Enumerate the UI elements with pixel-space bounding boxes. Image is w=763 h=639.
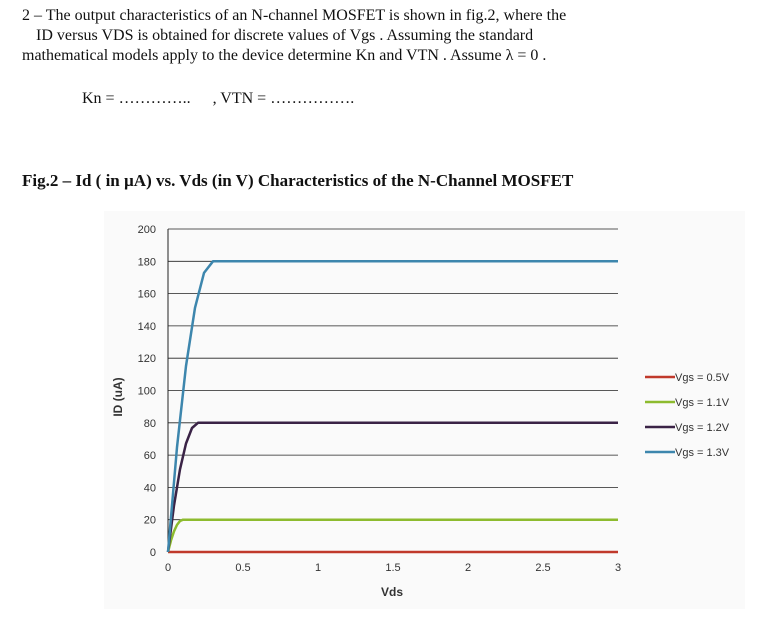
problem-line-2: ID versus VDS is obtained for discrete v… <box>36 27 534 44</box>
kn-blank: Kn = ………….. <box>82 90 191 107</box>
y-tick-labels: 0 20 40 60 80 100 120 140 160 180 200 <box>138 224 156 559</box>
series-lines <box>166 260 618 554</box>
chart-panel: 0 20 40 60 80 100 120 140 160 180 200 0 0.5 1 1.5 2 2.5… <box>104 211 745 609</box>
legend-label: Vgs = 1.1V <box>675 397 730 409</box>
problem-line-1: 2 – The output characteristics of an N-c… <box>22 7 567 24</box>
legend: Vgs = 0.5V Vgs = 1.1V Vgs = 1.2V Vgs = 1.3V <box>645 372 730 459</box>
x-tick-label: 2 <box>465 562 471 574</box>
y-axis-label: ID (uA) <box>111 377 125 416</box>
x-tick-label: 0 <box>165 562 171 574</box>
y-tick-label: 20 <box>144 515 156 527</box>
series-line-1 <box>166 518 618 553</box>
problem-line-3: mathematical models apply to the device … <box>22 47 547 64</box>
vtn-blank: , VTN = ……………. <box>212 90 355 107</box>
figure-title: Fig.2 – Id ( in µA) vs. Vds (in V) Chara… <box>22 171 574 190</box>
x-tick-label: 3 <box>615 562 621 574</box>
y-tick-label: 100 <box>138 386 156 398</box>
y-tick-label: 60 <box>144 450 156 462</box>
grid-lines <box>168 228 618 521</box>
y-tick-label: 80 <box>144 418 156 430</box>
x-axis-label: Vds <box>381 585 403 599</box>
x-tick-label: 1 <box>315 562 321 574</box>
x-tick-label: 1.5 <box>385 562 400 574</box>
answer-blanks: Kn = ………….. , VTN = ……………. <box>82 90 372 108</box>
legend-label: Vgs = 1.3V <box>675 447 730 459</box>
y-tick-label: 40 <box>144 482 156 494</box>
y-tick-label: 120 <box>138 353 156 365</box>
problem-statement: 2 – The output characteristics of an N-c… <box>22 6 742 66</box>
y-tick-label: 160 <box>138 289 156 301</box>
y-tick-label: 0 <box>150 547 156 559</box>
legend-label: Vgs = 0.5V <box>675 372 730 384</box>
series-line-3 <box>166 260 618 553</box>
chart-svg: 0 20 40 60 80 100 120 140 160 180 200 0 0.5 1 1.5 2 2.5… <box>111 224 730 599</box>
legend-label: Vgs = 1.2V <box>675 422 730 434</box>
y-tick-label: 200 <box>138 224 156 236</box>
x-tick-label: 2.5 <box>535 562 550 574</box>
series-line-2 <box>166 421 618 553</box>
x-tick-label: 0.5 <box>235 562 250 574</box>
y-tick-label: 180 <box>138 256 156 268</box>
x-tick-labels: 0 0.5 1 1.5 2 2.5 3 <box>165 562 621 574</box>
y-tick-label: 140 <box>138 321 156 333</box>
